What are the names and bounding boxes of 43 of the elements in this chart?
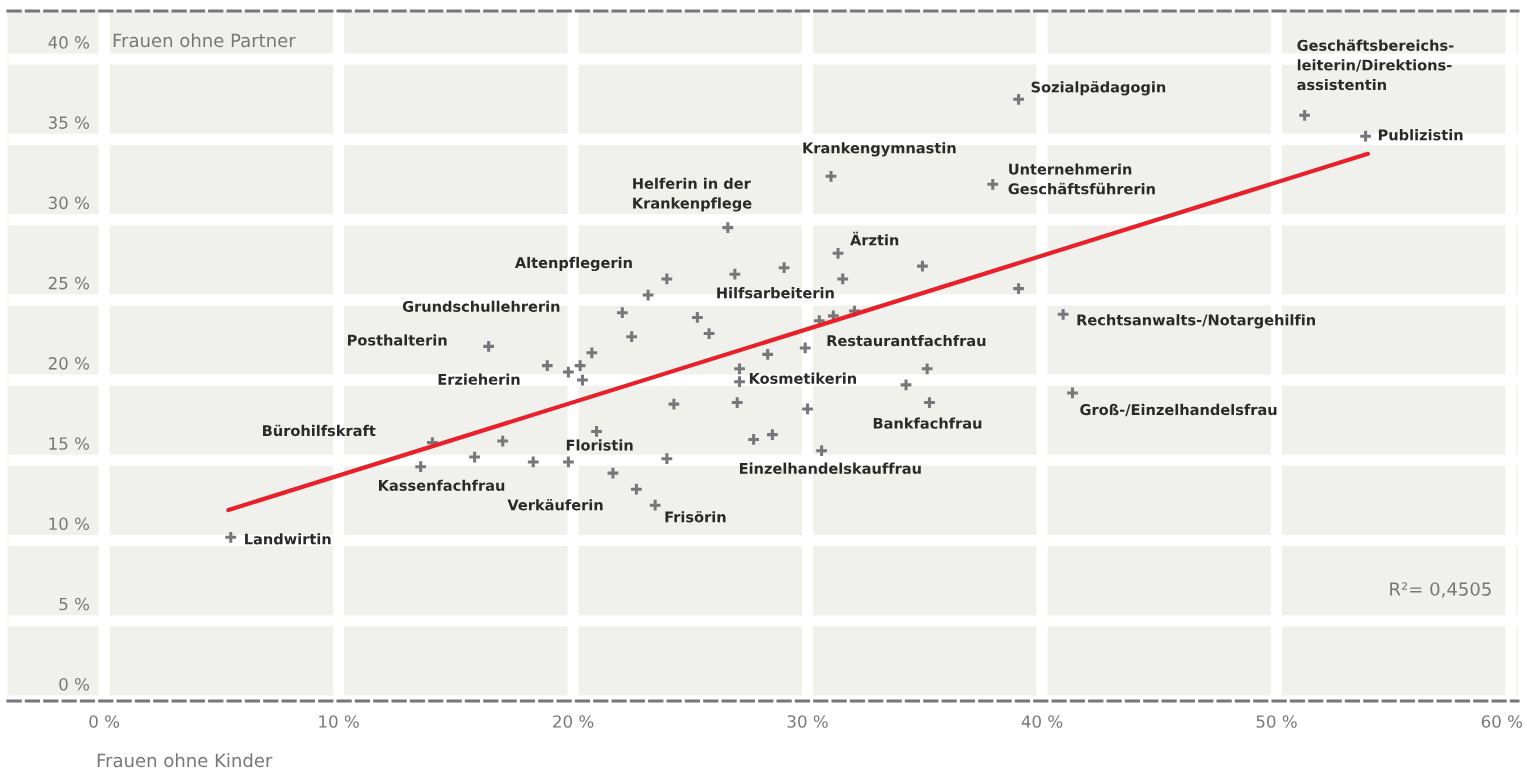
y-tick-label: 10 %	[49, 517, 90, 531]
annotation: Floristin	[566, 439, 633, 451]
annotation: Helferin in der Krankenpflege	[633, 177, 752, 212]
y-tick-label: 5 %	[59, 597, 90, 611]
x-tick-label: 50 %	[1256, 715, 1297, 728]
annotation: Hilfsarbeiterin	[717, 287, 834, 299]
annotation: R²= 0,4505	[1390, 582, 1491, 598]
y-tick-label: 25 %	[48, 276, 90, 290]
annotation: Rechtsanwalts-/Notargehilfin	[1077, 314, 1316, 329]
annotation: Verkäuferin	[507, 498, 603, 511]
y-tick-label: 40 %	[48, 36, 90, 49]
annotation: Altenpflegerin	[514, 256, 632, 272]
annotation: Bankfachfrau	[873, 417, 982, 429]
x-tick-label: 10 %	[319, 715, 359, 728]
annotation: Einzelhandelskauffrau	[739, 462, 921, 474]
x-tick-label: 30 %	[787, 715, 828, 728]
annotation: Publizistin	[1378, 129, 1463, 141]
x-tick-label: 40 %	[1021, 715, 1063, 728]
y-tick-label: 30 %	[48, 196, 90, 210]
y-tick-label: 35 %	[48, 116, 90, 129]
annotation: Posthalterin	[348, 334, 447, 346]
annotation: Sozialpädagogin	[1031, 81, 1166, 96]
annotation: Landwirtin	[245, 533, 331, 545]
y-tick-label: 0 %	[59, 677, 90, 691]
x-tick-label: 20 %	[553, 715, 594, 728]
y-axis-title: Frauen ohne Partner	[113, 33, 296, 48]
annotation: Kassenfachfrau	[379, 479, 505, 491]
x-tick-label: 60 %	[1481, 715, 1523, 728]
x-axis-title: Frauen ohne Kinder	[97, 753, 273, 768]
y-tick-label: 15 %	[49, 437, 90, 450]
annotation: Kosmetikerin	[749, 372, 856, 384]
annotation: Bürohilfskraft	[263, 424, 376, 437]
annotation: Grundschullehrerin	[402, 300, 560, 312]
annotation: Frisörin	[665, 510, 726, 523]
annotation: Groß-/Einzelhandelsfrau	[1080, 403, 1277, 417]
annotation: Unternehmerin Geschäftsführerin	[1008, 163, 1155, 195]
annotation: Restaurantfachfrau	[827, 334, 986, 347]
annotation: Ärztin	[850, 231, 899, 246]
x-tick-label: 0 %	[89, 715, 120, 728]
annotation: Erzieherin	[438, 373, 520, 385]
annotation: Geschäftsbereichs- leiterin/Direktions- assistentin	[1297, 39, 1454, 91]
annotation: Krankengymnastin	[803, 142, 956, 157]
y-tick-label: 20 %	[48, 357, 90, 370]
